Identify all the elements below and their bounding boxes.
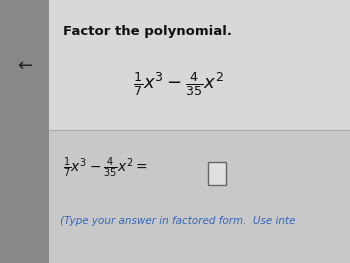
Text: $\frac{1}{7}x^3 - \frac{4}{35}x^2 =$: $\frac{1}{7}x^3 - \frac{4}{35}x^2 =$ (63, 156, 148, 180)
Bar (49, 130, 350, 263)
Text: (Type your answer in factored form.  Use inte: (Type your answer in factored form. Use … (60, 216, 295, 226)
Text: ←: ← (17, 57, 32, 75)
Bar (208, 162, 226, 185)
Text: $\frac{1}{7}x^3 - \frac{4}{35}x^2$: $\frac{1}{7}x^3 - \frac{4}{35}x^2$ (133, 70, 224, 98)
Text: Factor the polynomial.: Factor the polynomial. (63, 25, 232, 38)
Bar (49, 0, 350, 130)
